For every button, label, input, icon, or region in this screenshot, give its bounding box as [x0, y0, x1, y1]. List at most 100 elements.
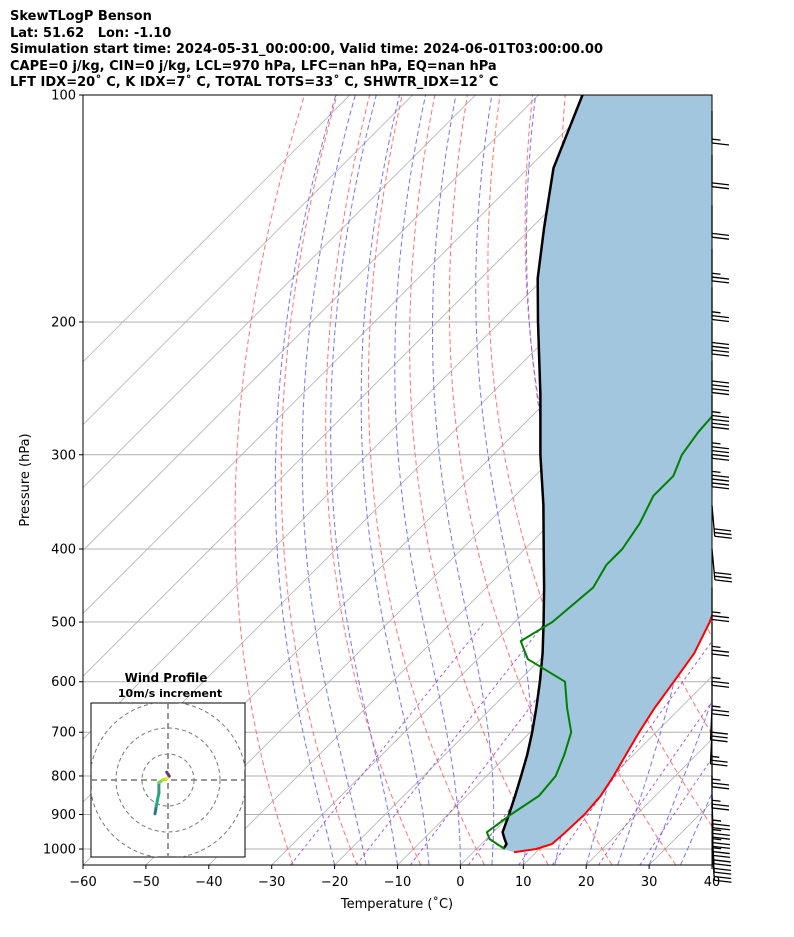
barb-flag — [710, 739, 728, 743]
wind-barb — [711, 622, 730, 657]
moist-adiabat — [394, 95, 461, 865]
x-tick-label: −10 — [384, 875, 411, 890]
isotherm-line — [523, 675, 712, 865]
barb-flag — [711, 384, 730, 388]
barb-flag — [710, 735, 728, 739]
barb-flag — [711, 478, 730, 482]
y-tick-label: 300 — [51, 448, 76, 463]
wind-barb — [711, 814, 731, 850]
x-tick-label: −20 — [321, 875, 348, 890]
isotherm-line — [397, 549, 712, 865]
barb-flag — [712, 854, 731, 859]
isotherm-line — [83, 95, 351, 363]
barb-half-flag — [712, 819, 722, 822]
wind-barb — [711, 360, 730, 396]
barb-flag — [714, 875, 732, 880]
barb-flag — [711, 709, 730, 713]
hodograph-segment — [154, 791, 161, 808]
y-tick-label: 800 — [51, 769, 76, 784]
hodograph: Wind Profile 10m/s increment — [90, 671, 246, 858]
barb-flag — [714, 579, 732, 583]
y-tick-label: 200 — [51, 315, 76, 330]
barb-flag — [711, 418, 730, 423]
barb-staff — [709, 732, 713, 764]
mixing-ratio-line — [551, 640, 712, 865]
wind-barb — [711, 587, 730, 623]
barb-flag — [714, 871, 732, 875]
x-axis-label: Temperature (˚C) — [340, 896, 453, 912]
wind-barb — [711, 426, 730, 461]
barb-half-flag — [711, 411, 721, 414]
hodograph-plot — [91, 703, 245, 857]
barb-flag — [712, 836, 730, 840]
barb-half-flag — [711, 705, 721, 708]
barb-flag — [711, 341, 730, 346]
barb-flag — [714, 879, 732, 883]
wind-barb — [711, 110, 730, 146]
barb-flag — [711, 280, 730, 284]
barb-flag — [711, 446, 730, 450]
moist-adiabat — [648, 698, 712, 865]
moist-adiabat — [680, 792, 712, 865]
mixing-ratio-line — [597, 700, 712, 865]
isotherm-line — [83, 95, 476, 489]
moist-adiabat — [617, 95, 699, 865]
barb-flag — [711, 349, 730, 353]
hodograph-segment — [165, 770, 171, 778]
barb-half-flag — [711, 470, 721, 474]
barb-staff — [711, 548, 716, 580]
barb-half-flag — [710, 755, 720, 758]
barb-flag — [711, 276, 730, 280]
barb-flag — [713, 528, 732, 532]
barb-half-flag — [712, 838, 722, 841]
barb-flag — [711, 422, 730, 426]
moist-adiabat — [432, 95, 495, 865]
isotherm-line — [145, 298, 712, 865]
isotherm-line — [83, 95, 665, 677]
barb-half-flag — [712, 828, 722, 832]
barb-half-flag — [711, 645, 721, 649]
dewpoint-profile — [485, 414, 712, 850]
wind-barb — [711, 454, 730, 490]
barb-half-flag — [711, 611, 721, 614]
y-tick-label: 500 — [51, 616, 76, 631]
parcel-profile — [501, 95, 584, 850]
barb-flag — [710, 763, 728, 767]
chart-header: SkewTLogP Benson Lat: 51.62 Lon: -1.10 S… — [10, 9, 603, 92]
barb-half-flag — [711, 799, 721, 802]
barb-flag — [711, 782, 730, 786]
x-tick-label: 0 — [456, 875, 464, 890]
barb-half-flag — [711, 676, 721, 680]
barb-flag — [711, 314, 730, 319]
y-tick-label: 900 — [51, 808, 76, 823]
dry-adiabat — [448, 95, 613, 865]
barb-half-flag — [711, 272, 721, 275]
wind-barb — [711, 775, 730, 811]
barb-flag — [714, 531, 732, 536]
barb-flag — [711, 482, 730, 486]
chart-title: SkewTLogP Benson — [10, 9, 152, 24]
barb-flag — [711, 449, 730, 454]
barb-flag — [711, 807, 730, 811]
barb-flag — [712, 823, 730, 827]
mixing-ratio-line — [290, 621, 485, 865]
x-tick-label: 20 — [578, 875, 595, 890]
barb-flag — [711, 713, 730, 717]
barb-flag — [711, 803, 730, 807]
time-line: Simulation start time: 2024-05-31_00:00:… — [10, 42, 603, 58]
isotherm-line — [334, 487, 712, 865]
barb-half-flag — [711, 778, 721, 781]
wind-barb — [709, 707, 728, 743]
series-layer — [485, 95, 712, 854]
barb-flag — [711, 391, 730, 396]
barb-flag — [712, 832, 730, 837]
barb-flag — [711, 318, 730, 323]
barb-flag — [711, 649, 730, 653]
wind-barb — [711, 154, 730, 190]
barb-flag — [711, 615, 730, 619]
barb-flag — [711, 345, 730, 349]
barb-flag — [711, 236, 730, 240]
y-axis-label: Pressure (hPa) — [18, 433, 33, 526]
barb-flag — [711, 186, 730, 190]
